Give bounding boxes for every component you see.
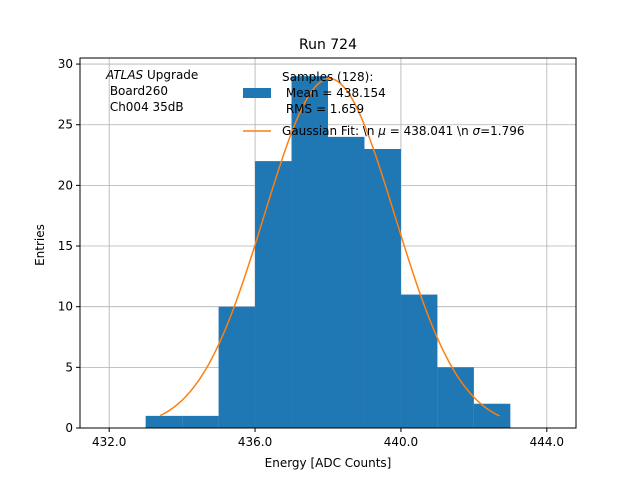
histogram-bar-1 [182, 415, 219, 428]
atlas-annotation: ATLAS Upgrade Board260 Ch004 35dB [105, 68, 198, 114]
legend-fit-sigma-symbol: σ [473, 124, 481, 138]
legend-fit-prefix: Gaussian Fit: \n [282, 124, 378, 138]
y-tick-label-3: 15 [58, 239, 73, 253]
histogram-bar-4 [291, 76, 328, 429]
legend-samples-line-3: RMS = 1.659 [282, 102, 364, 116]
histogram-bar-7 [400, 294, 438, 428]
legend-fit-suffix: =1.796 [480, 124, 524, 138]
histogram-bar-3 [255, 161, 292, 429]
gaussian-fit-curve [159, 77, 500, 417]
histogram-bar-9 [473, 403, 511, 428]
legend-samples-swatch [243, 88, 271, 98]
chart-title: Run 724 [299, 37, 357, 53]
annotation-line-experiment: ATLAS Upgrade [105, 68, 198, 82]
y-tick-label-2: 10 [58, 300, 73, 314]
histogram-bar-0 [145, 415, 183, 428]
legend-samples-line-2: Mean = 438.154 [282, 86, 386, 100]
legend-fit-middle: = 438.041 \n [386, 124, 473, 138]
annotation-experiment-suffix: Upgrade [143, 68, 198, 82]
histogram-bar-5 [328, 136, 365, 428]
legend: Samples (128): Mean = 438.154 RMS = 1.65… [243, 70, 525, 138]
axes-frame [79, 57, 577, 429]
x-axis-label: Energy [ADC Counts] [265, 456, 392, 470]
x-tick-label-0: 432.0 [92, 435, 126, 449]
legend-samples-line-1: Samples (128): [282, 70, 373, 84]
histogram-bar-6 [364, 148, 401, 428]
axis-ticks: 432.0 436.0 440.0 444.0 0 5 10 15 20 25 30 [58, 57, 564, 449]
legend-fit-label: Gaussian Fit: \n μ = 438.041 \n σ=1.796 [282, 124, 525, 138]
annotation-experiment-italic: ATLAS [105, 68, 144, 82]
x-tick-label-1: 436.0 [238, 435, 272, 449]
y-axis-label: Entries [33, 224, 47, 266]
y-tick-label-6: 30 [58, 57, 73, 71]
histogram-bars [145, 76, 511, 429]
x-tick-label-2: 440.0 [384, 435, 418, 449]
annotation-line-board: Board260 [106, 84, 168, 98]
annotation-line-channel: Ch004 35dB [106, 100, 184, 114]
plot-area: 432.0 436.0 440.0 444.0 0 5 10 15 20 25 30 [58, 57, 577, 449]
histogram-bar-2 [218, 306, 256, 428]
x-tick-label-3: 444.0 [530, 435, 564, 449]
y-tick-label-0: 0 [65, 421, 73, 435]
legend-fit-mu-symbol: μ [377, 124, 386, 138]
y-tick-label-1: 5 [65, 360, 73, 374]
histogram-bar-8 [437, 367, 474, 428]
y-tick-label-4: 20 [58, 178, 73, 192]
y-tick-label-5: 25 [58, 118, 73, 132]
